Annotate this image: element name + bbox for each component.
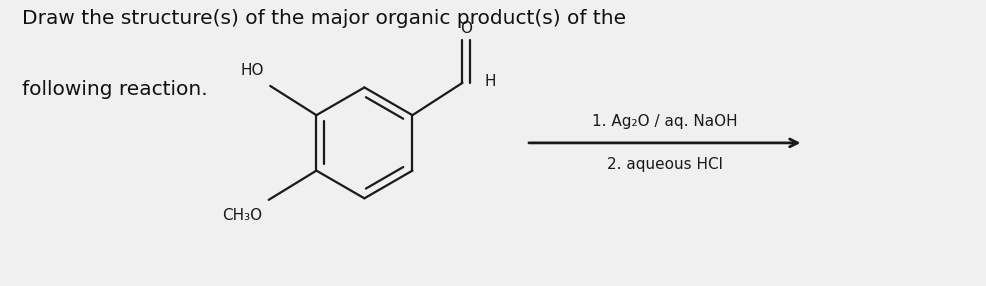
Text: Draw the structure(s) of the major organic product(s) of the: Draw the structure(s) of the major organ…: [22, 9, 626, 27]
Text: 2. aqueous HCl: 2. aqueous HCl: [606, 157, 723, 172]
Text: following reaction.: following reaction.: [22, 80, 207, 99]
Text: CH₃O: CH₃O: [223, 208, 262, 223]
Text: H: H: [484, 74, 496, 89]
Text: HO: HO: [241, 63, 264, 78]
Text: O: O: [460, 21, 472, 36]
Text: 1. Ag₂O / aq. NaOH: 1. Ag₂O / aq. NaOH: [592, 114, 738, 129]
